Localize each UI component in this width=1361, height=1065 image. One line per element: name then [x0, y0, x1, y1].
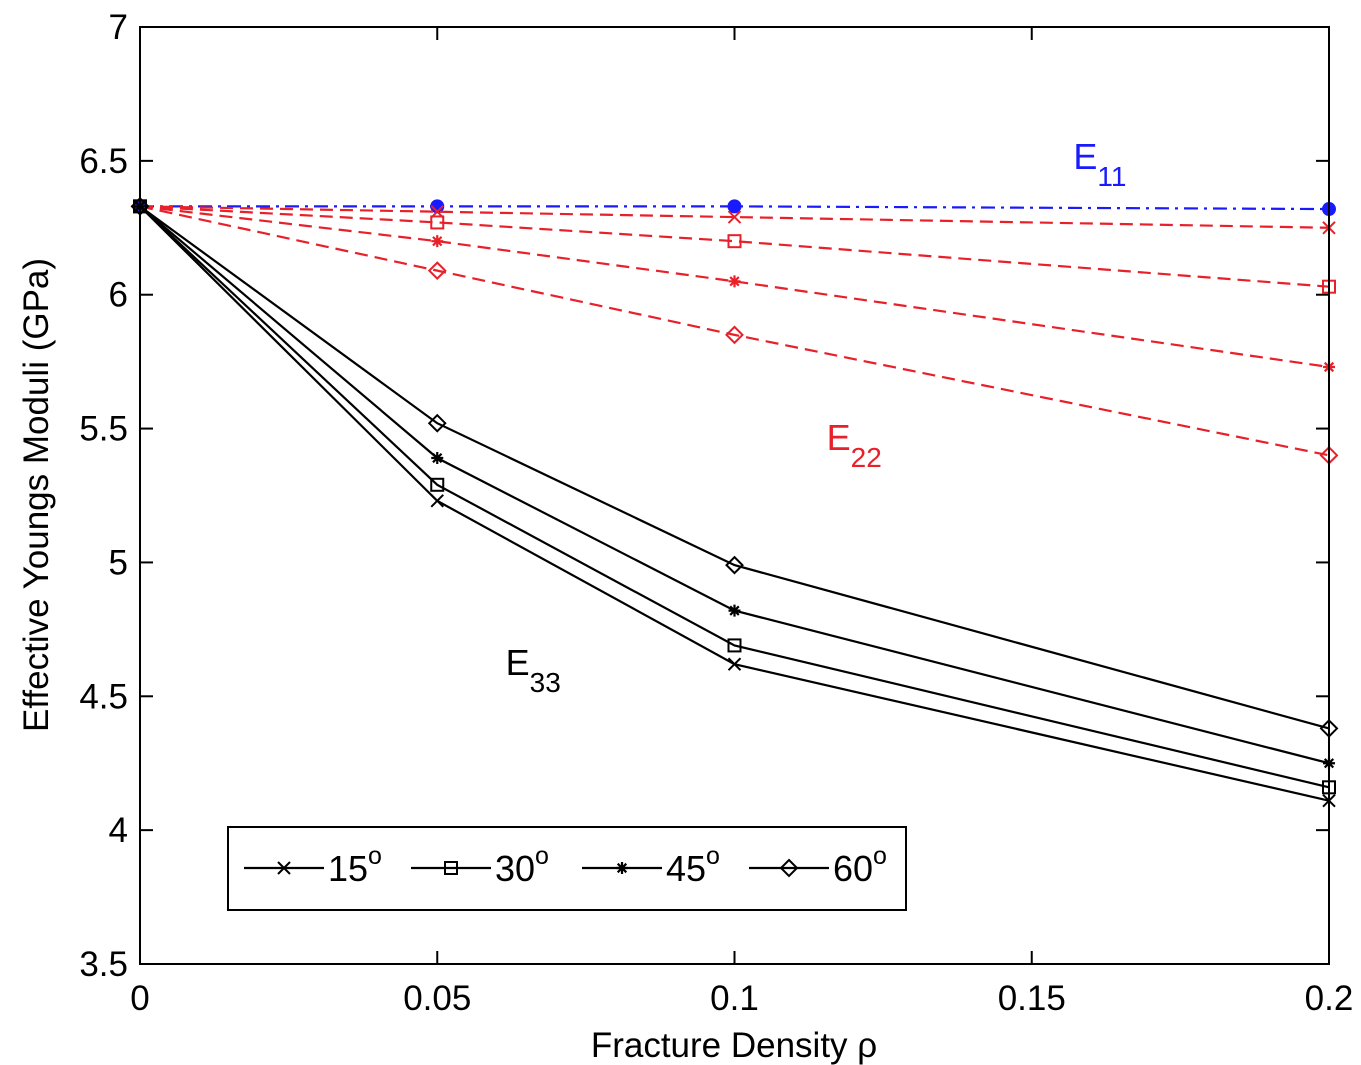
data-point-x	[430, 494, 444, 508]
series-line	[139, 205, 1330, 457]
data-point-diamond	[427, 413, 447, 433]
x-tick-label: 0	[130, 979, 149, 1018]
series-line	[139, 205, 1330, 369]
legend-marker-x	[277, 861, 291, 875]
legend-marker-star	[616, 862, 628, 874]
data-point-diamond	[725, 325, 744, 345]
data-point-star	[431, 452, 444, 465]
tick-layer: 0 0.05 0.1 0.15 0.2 3.5 4 4.5 5 5.5 6 6.5 7	[79, 8, 1353, 1018]
y-tick-label: 5	[109, 543, 128, 582]
data-point-diamond	[725, 555, 744, 575]
series-line	[139, 205, 1330, 789]
y-tick-label: 4	[109, 811, 128, 850]
y-tick-label: 7	[109, 8, 128, 47]
data-point-square	[430, 215, 445, 230]
legend-label: 15o	[328, 842, 382, 889]
data-point-square	[727, 234, 742, 249]
data-point-x	[727, 657, 742, 671]
legend-entry-45: 45o	[582, 842, 720, 889]
data-point-dot	[727, 199, 742, 214]
legend-label: 45o	[666, 842, 720, 889]
legend-label: 30o	[495, 842, 549, 889]
y-tick-label: 3.5	[79, 945, 128, 984]
data-point-diamond	[427, 261, 447, 281]
annotation-E33: E33	[506, 642, 561, 698]
x-axis-label: Fracture Density ρ	[591, 1026, 877, 1065]
data-point-star	[431, 235, 444, 248]
data-point-dot	[430, 199, 445, 214]
x-tick-label: 0.15	[998, 979, 1066, 1018]
legend-entry-30: 30o	[411, 842, 549, 889]
legend: 15o 30o 45o 60o	[227, 826, 907, 911]
data-point-star	[728, 275, 741, 288]
x-tick-label: 0.05	[403, 979, 471, 1018]
annotation-E22: E22	[827, 417, 882, 473]
y-tick-label: 6.5	[79, 142, 128, 181]
annotation-E11: E11	[1073, 136, 1126, 192]
x-tick-label: 0.1	[710, 979, 759, 1018]
legend-marker-diamond	[779, 858, 799, 878]
series-line	[139, 205, 1330, 730]
data-point-x	[727, 210, 742, 224]
legend-marker-square	[444, 861, 458, 875]
y-tick-label: 4.5	[79, 677, 128, 716]
series-line	[140, 205, 1330, 211]
annotation-layer: E11 E22 E33	[506, 136, 1127, 698]
legend-label: 60o	[833, 842, 887, 889]
series-line	[139, 205, 1330, 229]
y-axis-label: Effective Youngs Moduli (GPa)	[17, 258, 56, 732]
series-line	[139, 205, 1330, 288]
y-tick-label: 6	[109, 276, 128, 315]
legend-entry-60: 60o	[749, 842, 887, 889]
y-tick-label: 5.5	[79, 410, 128, 449]
x-tick-label: 0.2	[1305, 979, 1354, 1018]
series-layer	[130, 196, 1339, 808]
data-point-star	[728, 604, 741, 617]
series-line	[139, 205, 1330, 765]
series-line	[139, 205, 1330, 802]
data-point-square	[430, 477, 445, 492]
legend-entry-15: 15o	[244, 842, 382, 889]
data-point-square	[727, 638, 742, 653]
